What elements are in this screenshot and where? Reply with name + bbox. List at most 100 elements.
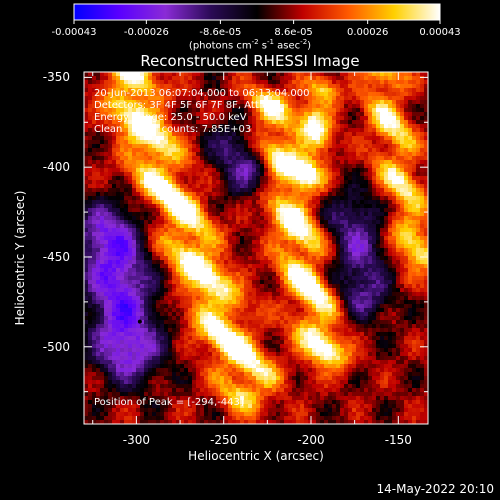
heatmap-cell xyxy=(176,224,181,229)
heatmap-cell xyxy=(296,264,301,269)
heatmap-cell xyxy=(384,184,389,189)
heatmap-cell xyxy=(408,92,413,97)
heatmap-cell xyxy=(288,80,293,85)
heatmap-cell xyxy=(176,280,181,285)
heatmap-cell xyxy=(140,96,145,101)
heatmap-cell xyxy=(248,128,253,133)
heatmap-cell xyxy=(324,148,329,153)
heatmap-cell xyxy=(152,136,157,141)
heatmap-cell xyxy=(284,100,289,105)
heatmap-cell xyxy=(376,256,381,261)
heatmap-cell xyxy=(348,292,353,297)
heatmap-cell xyxy=(108,72,113,77)
heatmap-cell xyxy=(416,216,421,221)
heatmap-cell xyxy=(168,192,173,197)
heatmap-cell xyxy=(200,296,205,301)
heatmap-cell xyxy=(156,168,161,173)
heatmap-cell xyxy=(120,144,125,149)
heatmap-cell xyxy=(316,200,321,205)
heatmap-cell xyxy=(172,96,177,101)
heatmap-cell xyxy=(220,296,225,301)
heatmap-cell xyxy=(132,96,137,101)
heatmap-cell xyxy=(312,92,317,97)
heatmap-cell xyxy=(120,292,125,297)
heatmap-cell xyxy=(232,164,237,169)
heatmap-cell xyxy=(276,80,281,85)
heatmap-cell xyxy=(416,252,421,257)
heatmap-cell xyxy=(164,256,169,261)
heatmap-cell xyxy=(268,236,273,241)
heatmap-cell xyxy=(416,272,421,277)
heatmap-cell xyxy=(416,200,421,205)
heatmap-cell xyxy=(400,300,405,305)
heatmap-cell xyxy=(196,256,201,261)
heatmap-cell xyxy=(256,96,261,101)
heatmap-cell xyxy=(300,196,305,201)
heatmap-cell xyxy=(300,128,305,133)
heatmap-cell xyxy=(404,88,409,93)
heatmap-cell xyxy=(132,212,137,217)
heatmap-cell xyxy=(188,300,193,305)
heatmap-cell xyxy=(100,204,105,209)
heatmap-cell xyxy=(356,116,361,121)
heatmap-cell xyxy=(396,140,401,145)
heatmap-cell xyxy=(92,292,97,297)
heatmap-cell xyxy=(392,288,397,293)
heatmap-cell xyxy=(332,248,337,253)
heatmap-cell xyxy=(296,208,301,213)
heatmap-cell xyxy=(260,240,265,245)
heatmap-cell xyxy=(208,88,213,93)
heatmap-cell xyxy=(108,284,113,289)
heatmap-cell xyxy=(244,196,249,201)
heatmap-cell xyxy=(300,144,305,149)
heatmap-cell xyxy=(392,220,397,225)
heatmap-cell xyxy=(376,144,381,149)
heatmap-cell xyxy=(344,240,349,245)
heatmap-cell xyxy=(236,132,241,137)
heatmap-cell xyxy=(344,120,349,125)
heatmap-cell xyxy=(132,124,137,129)
heatmap-cell xyxy=(276,224,281,229)
heatmap-cell xyxy=(372,196,377,201)
heatmap-cell xyxy=(316,300,321,305)
heatmap-cell xyxy=(268,148,273,153)
heatmap-cell xyxy=(396,80,401,85)
heatmap-cell xyxy=(188,280,193,285)
heatmap-cell xyxy=(104,220,109,225)
heatmap-cell xyxy=(300,92,305,97)
heatmap-cell xyxy=(84,132,89,137)
heatmap-cell xyxy=(416,296,421,301)
heatmap-cell xyxy=(284,188,289,193)
heatmap-cell xyxy=(244,80,249,85)
heatmap-cell xyxy=(344,224,349,229)
heatmap-cell xyxy=(260,192,265,197)
heatmap-cell xyxy=(84,292,89,297)
heatmap-cell xyxy=(296,256,301,261)
heatmap-cell xyxy=(144,128,149,133)
heatmap-cell xyxy=(356,236,361,241)
heatmap-cell xyxy=(132,244,137,249)
heatmap-cell xyxy=(132,192,137,197)
heatmap-cell xyxy=(128,144,133,149)
heatmap-cell xyxy=(332,256,337,261)
heatmap-cell xyxy=(220,288,225,293)
heatmap-cell xyxy=(288,128,293,133)
heatmap-cell xyxy=(84,296,89,301)
heatmap-cell xyxy=(96,120,101,125)
heatmap-cell xyxy=(320,292,325,297)
heatmap-cell xyxy=(184,224,189,229)
heatmap-cell xyxy=(412,196,417,201)
heatmap-cell xyxy=(284,184,289,189)
heatmap-cell xyxy=(232,224,237,229)
heatmap-cell xyxy=(220,136,225,141)
heatmap-cell xyxy=(284,92,289,97)
heatmap-cell xyxy=(116,260,121,265)
heatmap-cell xyxy=(392,232,397,237)
heatmap-cell xyxy=(328,120,333,125)
heatmap-cell xyxy=(184,80,189,85)
heatmap-cell xyxy=(224,244,229,249)
heatmap-cell xyxy=(192,100,197,105)
heatmap-cell xyxy=(316,292,321,297)
heatmap-cell xyxy=(204,76,209,81)
heatmap-cell xyxy=(316,152,321,157)
